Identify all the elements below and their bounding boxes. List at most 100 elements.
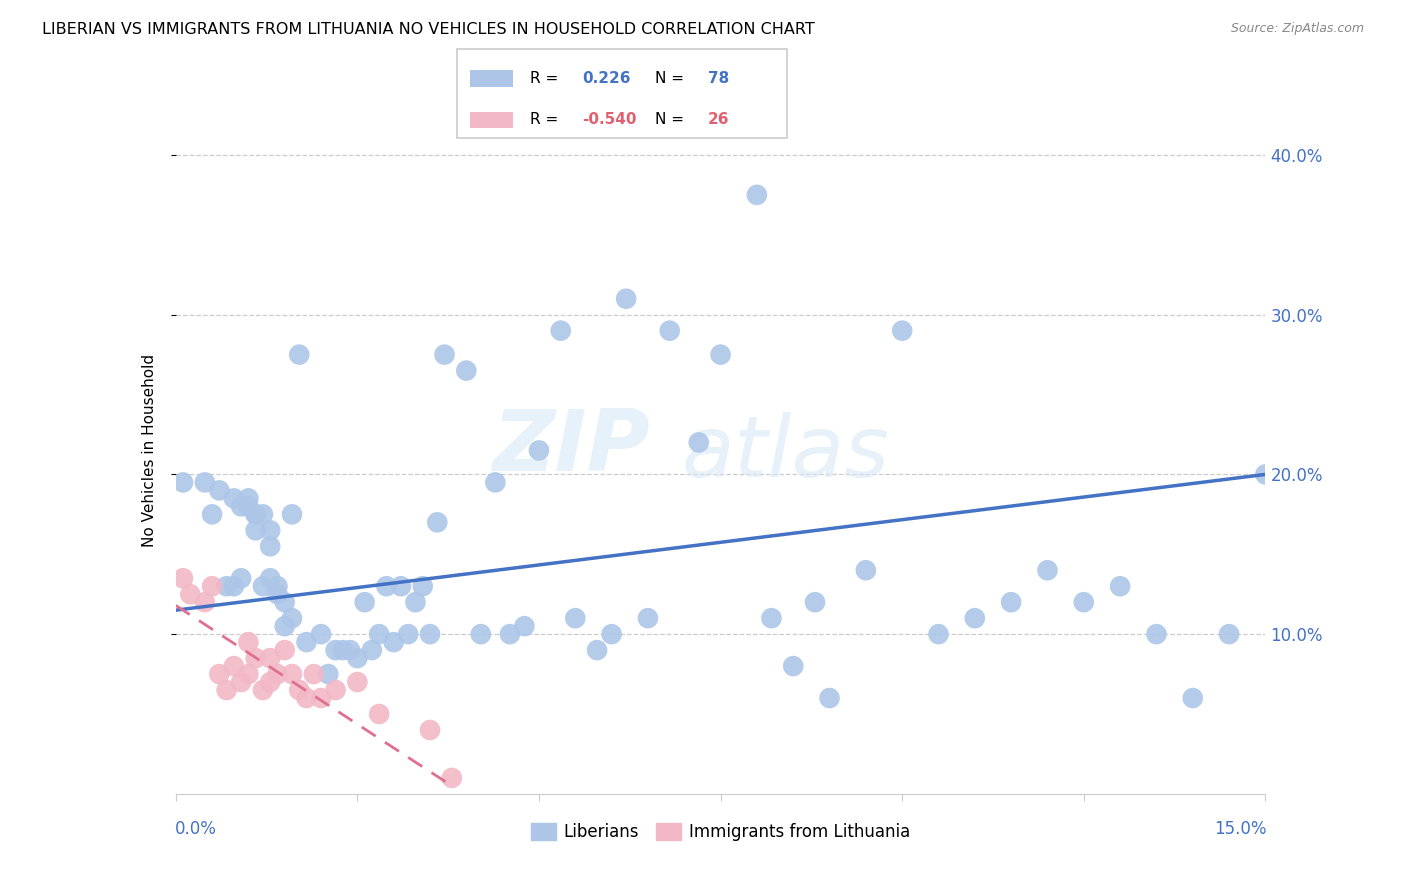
Point (252, 508, 274, 522)
Point (368, 706, 391, 721)
Point (1036, 563, 1059, 577)
Point (231, 571, 253, 585)
Point (309, 627, 332, 641)
Point (470, 627, 492, 641)
Point (1291, 595, 1313, 609)
Point (484, 475, 506, 490)
Text: R =: R = (530, 71, 562, 86)
Point (360, 643, 382, 657)
Point (288, 683, 311, 698)
Point (295, 691, 318, 706)
Point (1146, 627, 1168, 641)
Point (245, 651, 267, 665)
Point (295, 635, 318, 649)
Point (346, 675, 368, 690)
Point (238, 635, 260, 649)
Point (318, 667, 340, 681)
Point (928, 627, 950, 641)
Text: 15.0%: 15.0% (1213, 820, 1267, 838)
Point (259, 675, 281, 690)
Point (963, 611, 986, 625)
Point (688, 435, 710, 450)
Point (339, 643, 361, 657)
Y-axis label: No Vehicles in Household: No Vehicles in Household (142, 354, 157, 547)
Point (818, 691, 841, 706)
Text: atlas: atlas (682, 412, 890, 495)
Point (1218, 627, 1240, 641)
Legend: Liberians, Immigrants from Lithuania: Liberians, Immigrants from Lithuania (524, 816, 917, 847)
Point (281, 508, 304, 522)
Point (412, 579, 434, 593)
Point (761, 611, 783, 625)
Point (194, 475, 217, 490)
Bar (470, 112, 513, 128)
Point (252, 683, 274, 698)
Point (1073, 595, 1095, 609)
Point (426, 516, 449, 530)
Point (1181, 691, 1204, 706)
Point (222, 491, 245, 506)
Point (353, 595, 375, 609)
Point (405, 595, 427, 609)
Point (891, 324, 914, 338)
Point (419, 723, 441, 737)
Point (550, 324, 572, 338)
Point (238, 500, 260, 514)
Point (222, 659, 245, 673)
Point (658, 324, 681, 338)
Point (245, 508, 267, 522)
Point (302, 667, 325, 681)
Point (368, 627, 391, 641)
Point (208, 483, 231, 498)
Point (288, 348, 311, 362)
Point (266, 579, 288, 593)
Point (259, 539, 281, 553)
Point (586, 643, 609, 657)
Point (259, 651, 281, 665)
Text: 26: 26 (709, 112, 730, 127)
Text: Source: ZipAtlas.com: Source: ZipAtlas.com (1230, 22, 1364, 36)
Point (281, 611, 304, 625)
Point (215, 683, 238, 698)
Point (259, 571, 281, 585)
Point (637, 611, 659, 625)
Point (499, 627, 522, 641)
Text: N =: N = (655, 71, 689, 86)
Point (201, 508, 224, 522)
Point (215, 579, 238, 593)
Text: LIBERIAN VS IMMIGRANTS FROM LITHUANIA NO VEHICLES IN HOUSEHOLD CORRELATION CHART: LIBERIAN VS IMMIGRANTS FROM LITHUANIA NO… (42, 22, 815, 37)
Point (266, 587, 288, 601)
Point (396, 627, 419, 641)
Point (710, 348, 733, 362)
FancyBboxPatch shape (457, 49, 787, 138)
Point (309, 691, 332, 706)
Point (382, 635, 405, 649)
Point (433, 348, 456, 362)
Point (389, 579, 412, 593)
Point (245, 508, 267, 522)
Point (419, 627, 441, 641)
Point (1254, 467, 1277, 482)
Point (440, 771, 463, 785)
Point (208, 667, 231, 681)
Point (1000, 595, 1022, 609)
Point (600, 627, 623, 641)
Text: N =: N = (655, 112, 689, 127)
Point (804, 595, 827, 609)
Point (527, 443, 550, 458)
Point (564, 611, 586, 625)
Point (274, 643, 297, 657)
Point (179, 587, 201, 601)
Bar (470, 70, 513, 87)
Point (274, 595, 297, 609)
Point (238, 667, 260, 681)
Point (346, 651, 368, 665)
Point (201, 579, 224, 593)
Point (782, 659, 804, 673)
Point (252, 579, 274, 593)
Point (222, 579, 245, 593)
Point (266, 667, 288, 681)
Text: ZIP: ZIP (492, 406, 650, 489)
Point (325, 683, 347, 698)
Point (274, 619, 297, 633)
